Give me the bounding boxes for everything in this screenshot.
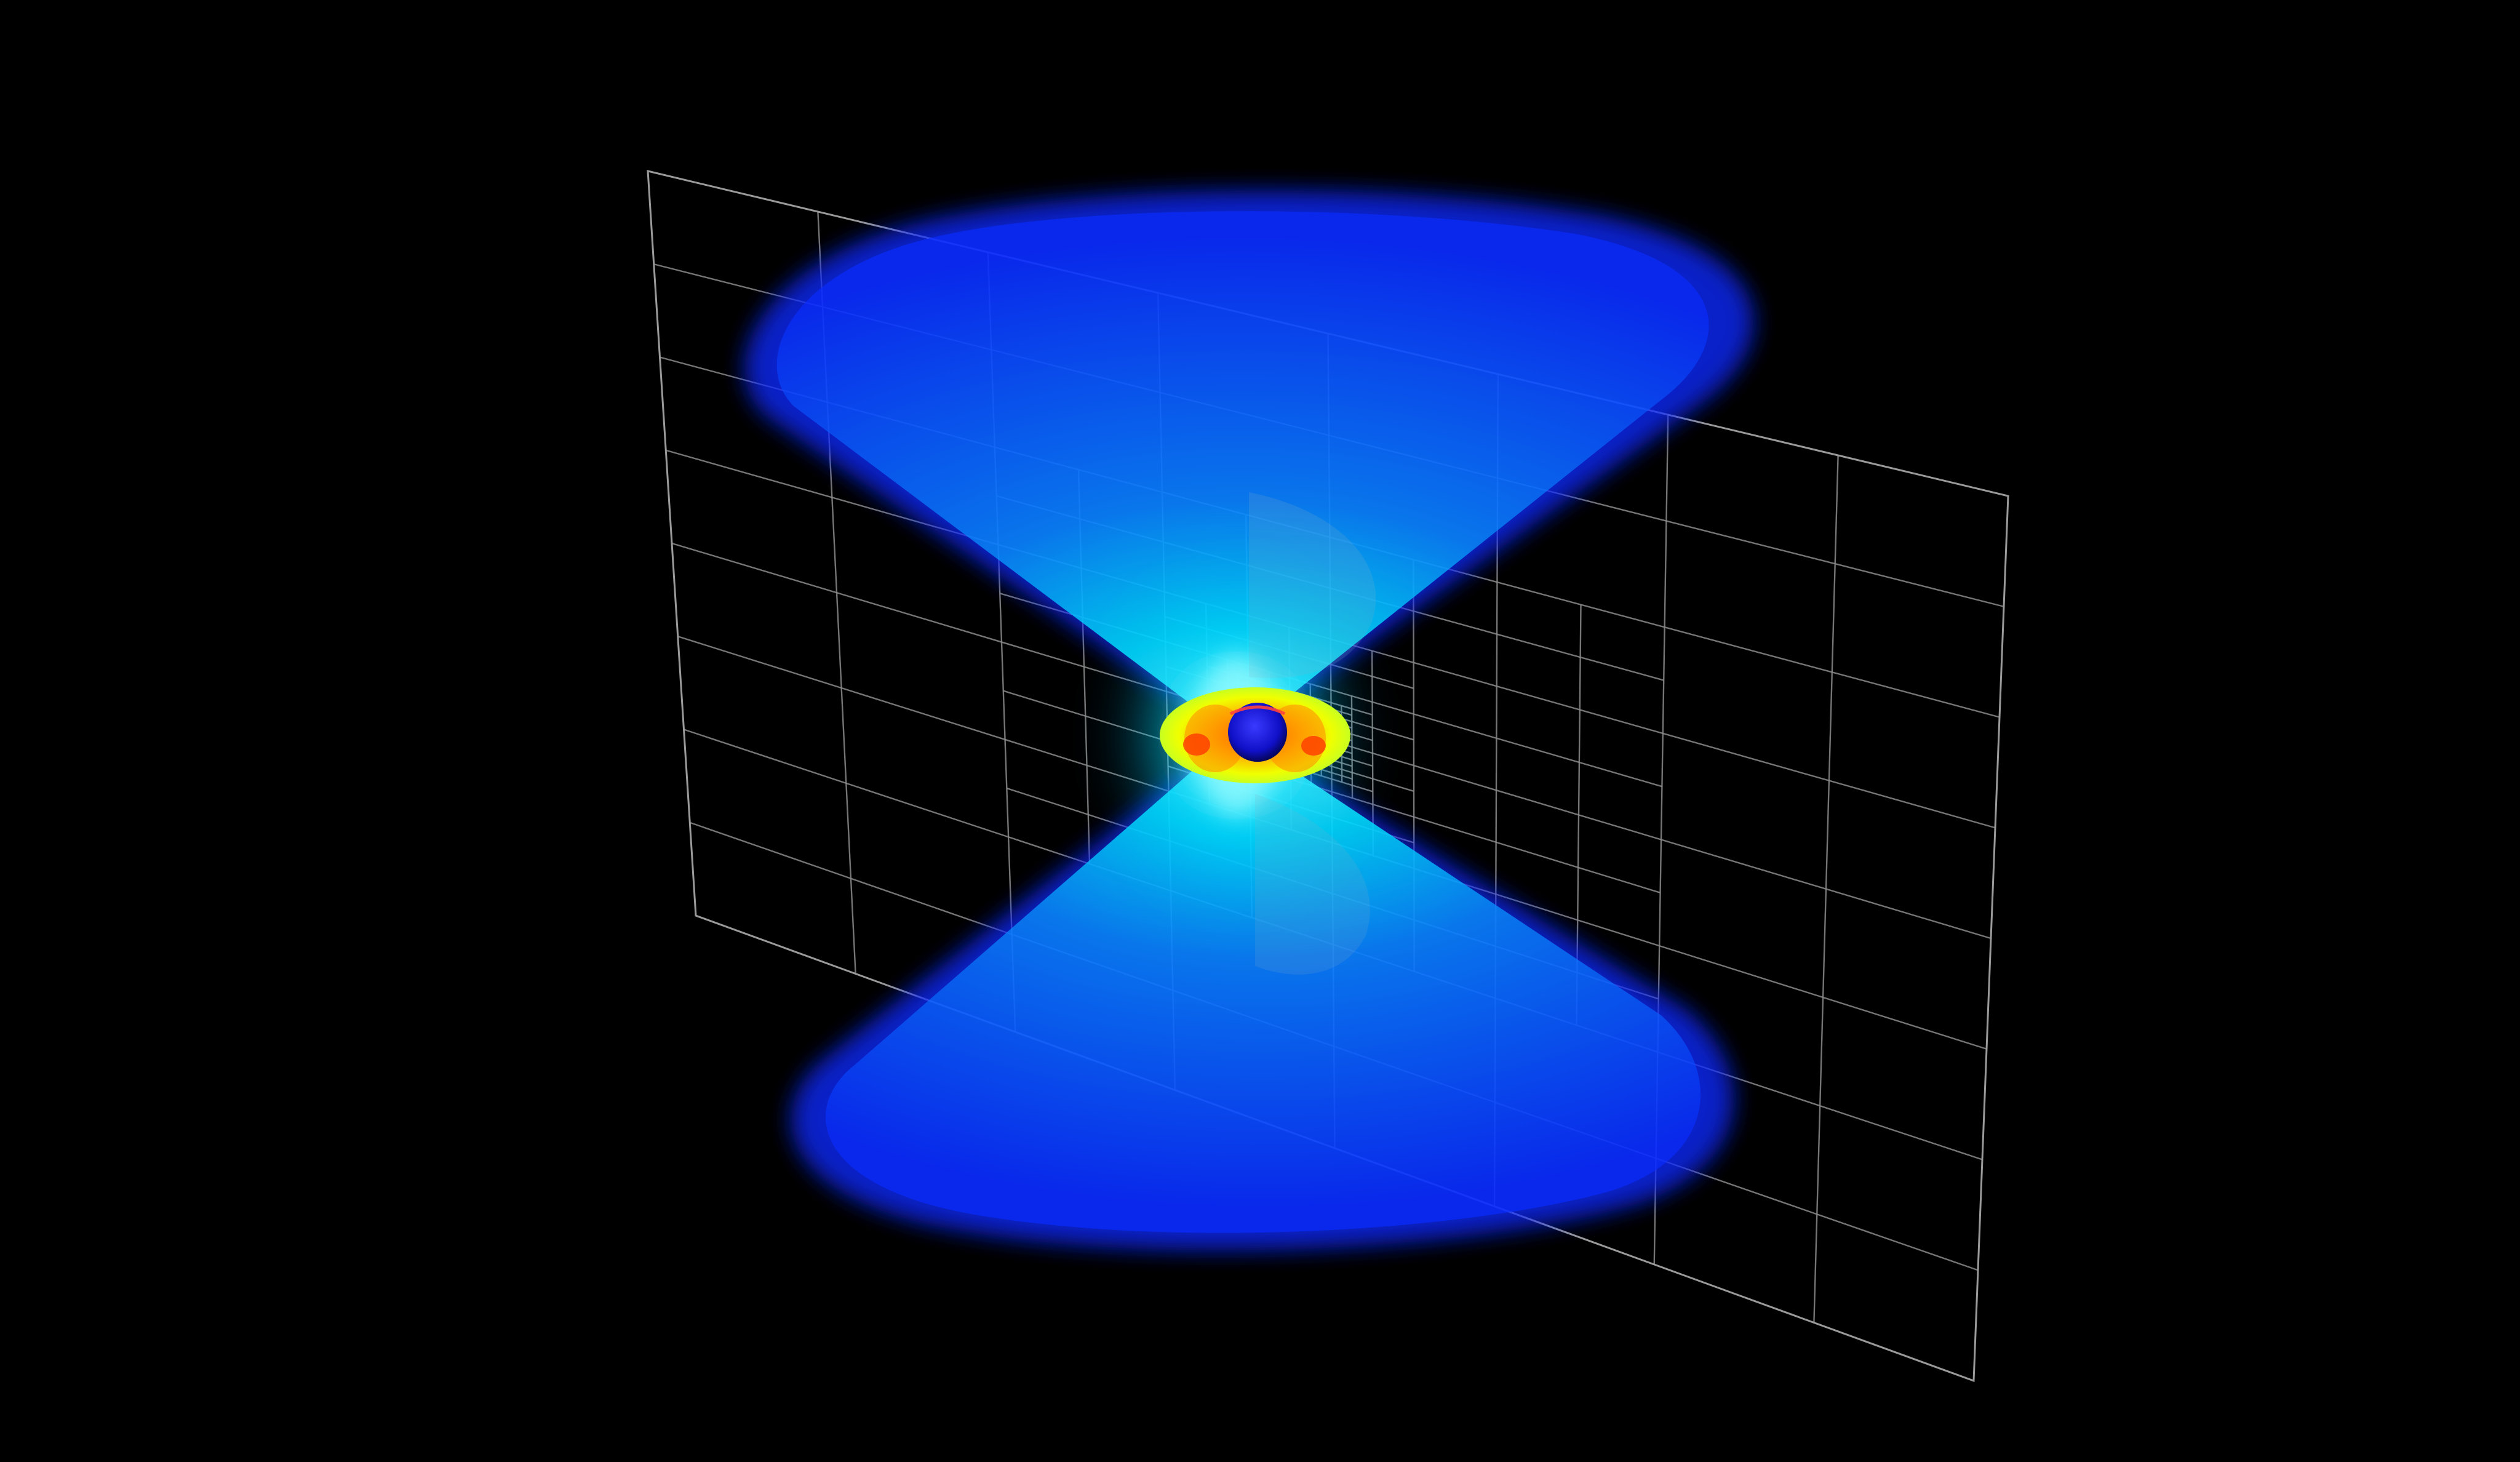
upper-jet-lobe: [744, 190, 1754, 738]
grid-line: [1813, 455, 1839, 1323]
lower-jet-lobe: [791, 732, 1734, 1251]
central-sphere: [1228, 703, 1287, 762]
bipolar-jet: [744, 190, 1754, 1251]
grid-line: [1330, 689, 1497, 739]
grid-line: [1331, 791, 1496, 843]
grid-line: [1496, 633, 1664, 681]
sphere-rim-highlight: [1229, 705, 1286, 716]
grid-line: [1496, 737, 1662, 788]
translucent-shell-upper: [1249, 492, 1376, 678]
grid-line: [1496, 841, 1661, 893]
translucent-shell-lower: [1255, 794, 1370, 975]
